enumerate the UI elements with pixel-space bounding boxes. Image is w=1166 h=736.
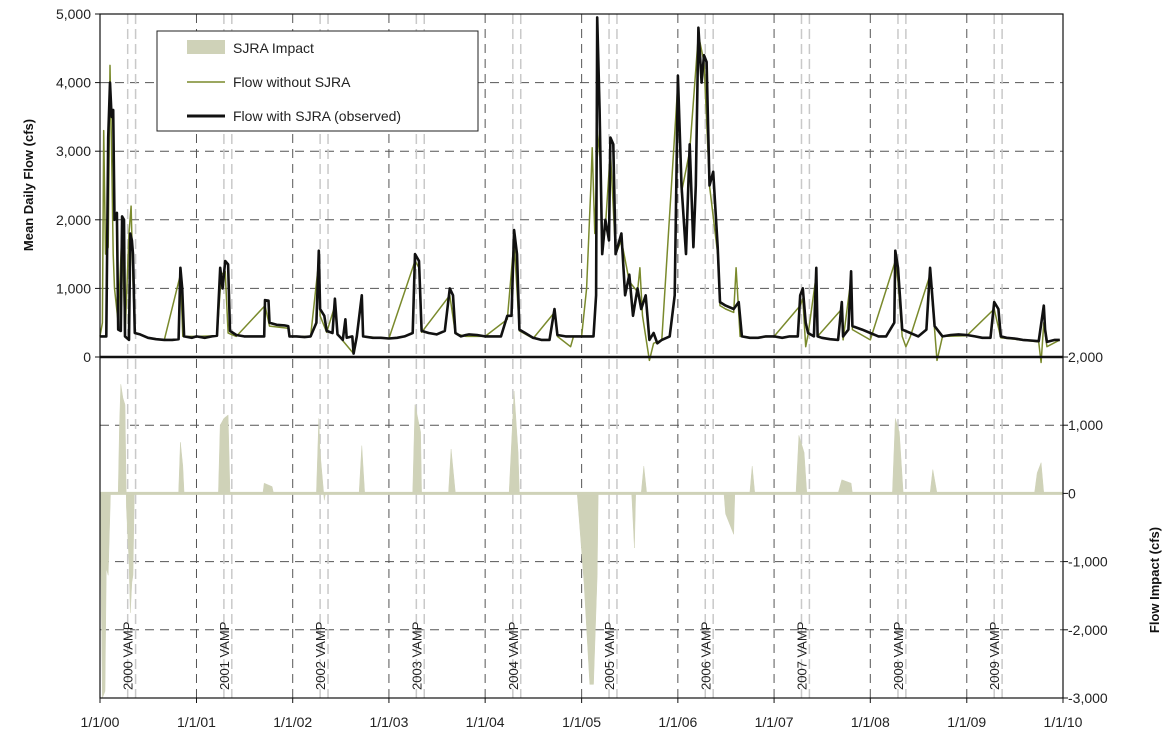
x-tick-label-8: 1/1/08 [851,714,890,730]
flow-lines-layer [99,16,1061,364]
legend-swatch-sjra-impact [187,40,225,54]
vamp-label-3: 2003 VAMP [409,622,424,690]
y-right-tick-label-2000: 2,000 [1068,349,1103,365]
y-left-tick-label-4000: 4,000 [56,75,91,91]
legend-label-sjra-impact: SJRA Impact [233,40,314,56]
y-right-tick-label--2000: -2,000 [1068,622,1108,638]
legend-label-flow-without-sjra: Flow without SJRA [233,74,351,90]
y-right-tick-label-1000: 1,000 [1068,417,1103,433]
legend: SJRA Impact Flow without SJRA Flow with … [156,30,479,132]
y-left-tick-label-2000: 2,000 [56,212,91,228]
x-tick-label-4: 1/1/04 [466,714,505,730]
y-left-tick-label-0: 0 [83,349,91,365]
y-left-tick-label-3000: 3,000 [56,143,91,159]
x-tick-label-0: 1/1/00 [81,714,120,730]
y-right-tick-label--1000: -1,000 [1068,554,1108,570]
vamp-label-7: 2007 VAMP [794,622,809,690]
x-tick-label-7: 1/1/07 [755,714,794,730]
x-tick-label-9: 1/1/09 [947,714,986,730]
vamp-label-1: 2001 VAMP [217,622,232,690]
legend-label-flow-with-sjra: Flow with SJRA (observed) [233,108,401,124]
y-left-tick-label-1000: 1,000 [56,280,91,296]
vamp-label-8: 2008 VAMP [891,622,906,690]
series-flow-with-sjra [100,16,1060,355]
x-tick-label-10: 1/1/10 [1044,714,1083,730]
y-right-tick-label--3000: -3,000 [1068,690,1108,706]
x-tick-label-6: 1/1/06 [658,714,697,730]
x-tick-label-1: 1/1/01 [177,714,216,730]
sjra-impact-area-layer [99,384,1063,699]
y-left-axis-title: Mean Daily Flow (cfs) [21,119,36,251]
vamp-label-2: 2002 VAMP [313,622,328,690]
vamp-label-6: 2006 VAMP [698,622,713,690]
y-right-axis-title: Flow Impact (cfs) [1147,527,1162,633]
x-tick-label-2: 1/1/02 [273,714,312,730]
vamp-label-5: 2005 VAMP [602,622,617,690]
x-tick-label-3: 1/1/03 [369,714,408,730]
vamp-label-9: 2009 VAMP [987,622,1002,690]
y-right-tick-label-0: 0 [1068,485,1076,501]
vamp-label-0: 2000 VAMP [121,622,136,690]
vamp-label-4: 2004 VAMP [506,622,521,690]
y-left-tick-label-5000: 5,000 [56,6,91,22]
axis-ticks: 0 1,000 2,000 3,000 4,000 5,000 -3,000 -2,000 -1… [56,6,1108,730]
x-tick-label-5: 1/1/05 [562,714,601,730]
